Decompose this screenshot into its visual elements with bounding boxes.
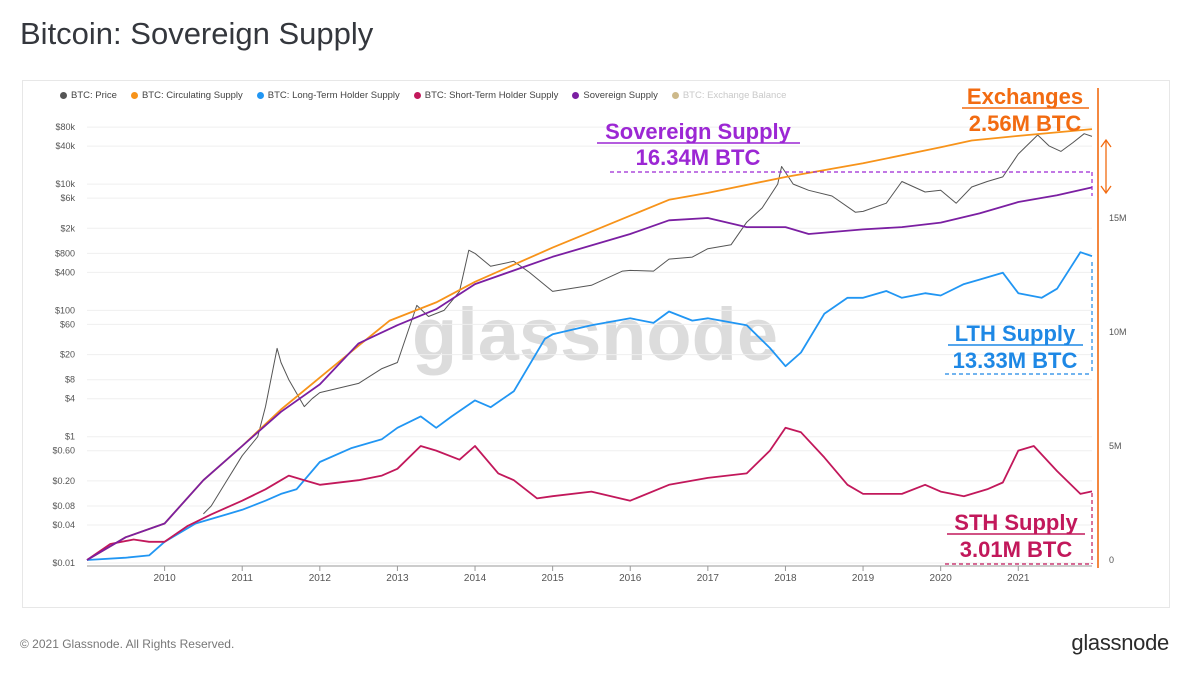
legend-color-dot (60, 92, 67, 99)
legend-item[interactable]: BTC: Circulating Supply (130, 90, 243, 101)
legend-item[interactable]: BTC: Long-Term Holder Supply (256, 90, 400, 101)
legend-color-dot (256, 92, 264, 99)
legend-item[interactable]: BTC: Price (60, 90, 117, 101)
page-title: Bitcoin: Sovereign Supply (20, 16, 374, 51)
chart-frame (22, 80, 1170, 608)
chart-legend: BTC: Price BTC: Circulating Supply BTC: Lo… (60, 90, 786, 101)
legend-label: BTC: Price (71, 90, 117, 101)
legend-color-dot (413, 92, 421, 99)
legend-item[interactable]: Sovereign Supply (572, 90, 658, 101)
legend-color-dot (130, 92, 138, 99)
legend-item[interactable]: BTC: Exchange Balance (671, 90, 787, 101)
legend-label: Sovereign Supply (583, 90, 658, 101)
legend-color-dot (671, 92, 679, 99)
legend-label: BTC: Long-Term Holder Supply (267, 90, 400, 101)
footer-copyright: © 2021 Glassnode. All Rights Reserved. (20, 637, 235, 651)
legend-label: BTC: Short-Term Holder Supply (424, 90, 559, 101)
legend-color-dot (572, 92, 580, 99)
legend-item[interactable]: BTC: Short-Term Holder Supply (413, 90, 559, 101)
legend-label: BTC: Circulating Supply (141, 90, 243, 101)
legend-label: BTC: Exchange Balance (682, 90, 787, 101)
footer-brand-logo: glassnode (1071, 630, 1169, 655)
